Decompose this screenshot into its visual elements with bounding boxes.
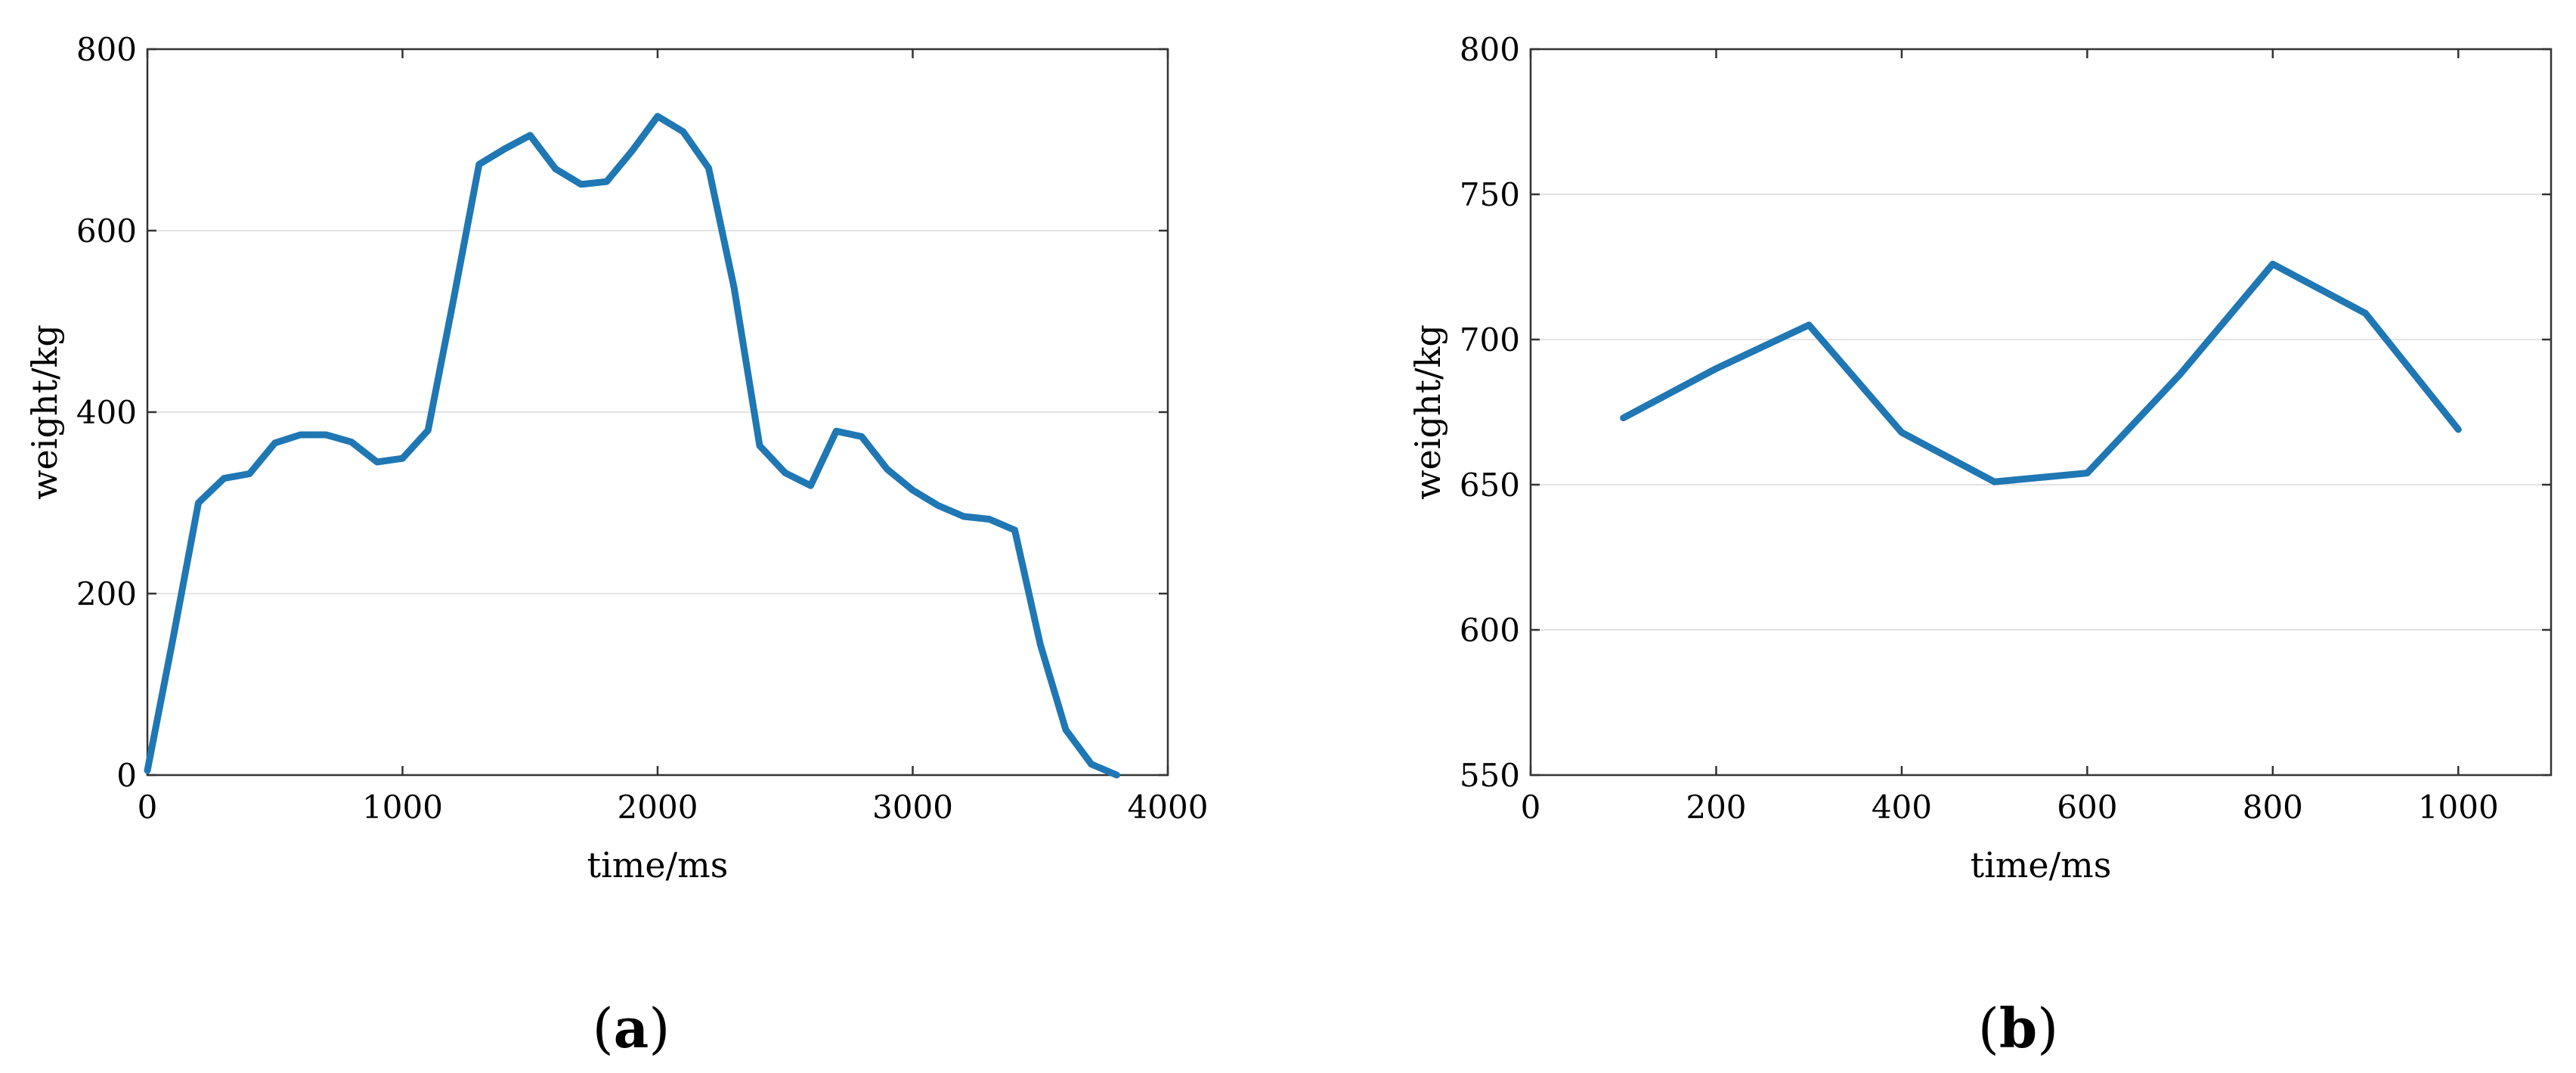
panel-b: 550 600 650 700 750 800 0 200 400 600 800 1000 time… [1407, 31, 2553, 1060]
panel-a-x-tick-label: 1000 [362, 789, 443, 826]
panel-b-series-line [1620, 260, 2462, 485]
panel-a-y-axis-label: weight/kg [24, 324, 65, 500]
panel-b-gridlines [1531, 194, 2551, 631]
panel-a-y-tick-label: 800 [76, 31, 137, 68]
panel-a-series-line [144, 113, 1120, 779]
panel-a-x-axis-label: time/ms [587, 845, 729, 885]
panel-a-x-tick-label: 0 [138, 789, 158, 826]
panel-b-y-axis-label: weight/kg [1407, 324, 1448, 500]
panel-a-caption-label: (a) [593, 996, 670, 1060]
panel-b-plot-frame [1529, 48, 2553, 777]
panel-b-x-tick-label: 200 [1686, 789, 1746, 826]
panel-a-y-tick-label: 200 [76, 575, 137, 612]
panel-a-gridlines [147, 230, 1168, 594]
panel-b-x-tick-label: 800 [2243, 789, 2303, 826]
panel-a-caption-letter: a [614, 996, 649, 1060]
panel-b-y-tick-label: 800 [1460, 31, 1520, 68]
panel-a-ticks: 0 200 400 600 800 0 1000 2000 3000 4000 [76, 31, 1209, 826]
panel-a: 0 200 400 600 800 0 1000 2000 3000 4000 time/ms w… [24, 31, 1208, 1060]
panel-b-y-tick-label: 700 [1460, 321, 1520, 358]
panel-b-x-tick-label: 600 [2057, 789, 2117, 826]
panel-a-x-tick-label: 2000 [618, 789, 698, 826]
panel-b-y-tick-label: 550 [1460, 757, 1520, 794]
panel-a-x-tick-label: 4000 [1128, 789, 1209, 826]
panel-b-x-tick-label: 0 [1521, 789, 1541, 826]
panel-b-ticks: 550 600 650 700 750 800 0 200 400 600 800 1000 [1460, 31, 2551, 826]
panel-a-y-tick-label: 0 [116, 757, 137, 794]
panel-b-y-tick-label: 750 [1460, 176, 1520, 213]
panel-a-y-tick-label: 400 [76, 394, 137, 431]
panel-b-x-axis-label: time/ms [1971, 845, 2112, 885]
panel-b-y-tick-label: 600 [1460, 612, 1520, 649]
panel-b-y-tick-label: 650 [1460, 467, 1520, 504]
panel-b-caption-letter: b [1999, 996, 2037, 1060]
panel-a-x-tick-label: 3000 [872, 789, 953, 826]
panel-b-caption-label: (b) [1978, 996, 2059, 1060]
panel-b-x-tick-label: 1000 [2418, 789, 2499, 826]
panel-b-x-tick-label: 400 [1872, 789, 1932, 826]
panel-a-y-tick-label: 600 [76, 212, 137, 250]
